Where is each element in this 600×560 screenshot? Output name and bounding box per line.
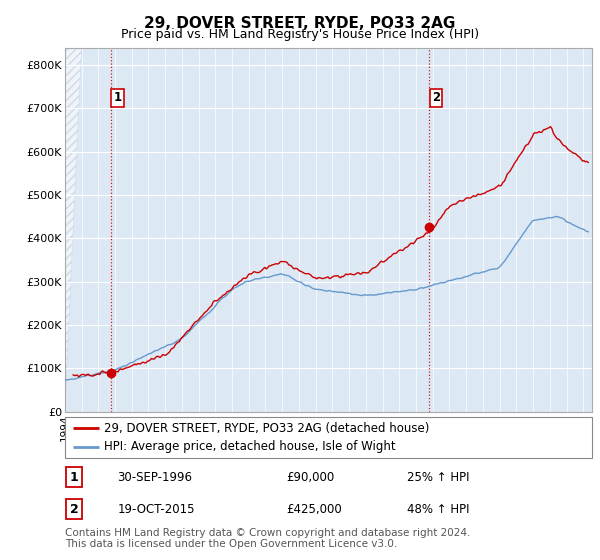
Text: 48% ↑ HPI: 48% ↑ HPI (407, 503, 470, 516)
Text: HPI: Average price, detached house, Isle of Wight: HPI: Average price, detached house, Isle… (104, 440, 396, 453)
Text: 25% ↑ HPI: 25% ↑ HPI (407, 470, 470, 484)
Text: 2: 2 (70, 503, 79, 516)
Text: 2: 2 (432, 91, 440, 104)
Text: 29, DOVER STREET, RYDE, PO33 2AG (detached house): 29, DOVER STREET, RYDE, PO33 2AG (detach… (104, 422, 430, 435)
Text: Price paid vs. HM Land Registry's House Price Index (HPI): Price paid vs. HM Land Registry's House … (121, 28, 479, 41)
Text: 30-SEP-1996: 30-SEP-1996 (118, 470, 193, 484)
Text: £425,000: £425,000 (286, 503, 342, 516)
FancyBboxPatch shape (65, 417, 592, 458)
Text: 29, DOVER STREET, RYDE, PO33 2AG: 29, DOVER STREET, RYDE, PO33 2AG (145, 16, 455, 31)
Text: 1: 1 (70, 470, 79, 484)
Polygon shape (65, 48, 82, 412)
Text: £90,000: £90,000 (286, 470, 334, 484)
Text: Contains HM Land Registry data © Crown copyright and database right 2024.
This d: Contains HM Land Registry data © Crown c… (65, 528, 470, 549)
Text: 1: 1 (113, 91, 121, 104)
Text: 19-OCT-2015: 19-OCT-2015 (118, 503, 195, 516)
